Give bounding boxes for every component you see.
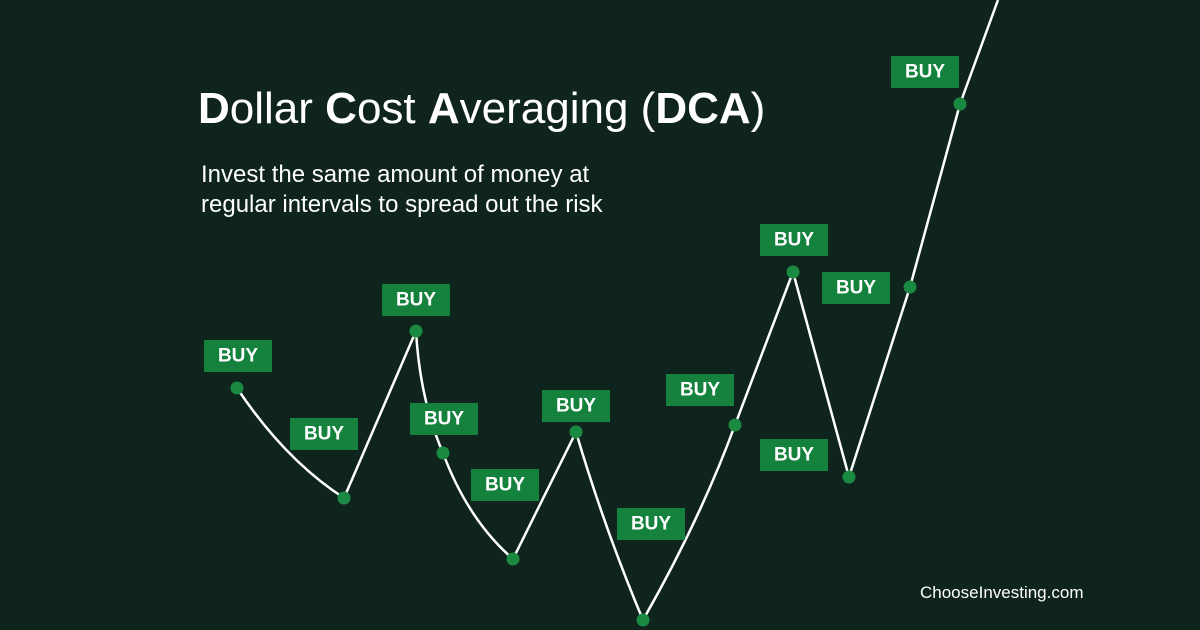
title-part: ) (751, 84, 766, 133)
buy-point (337, 491, 351, 505)
buy-point (409, 324, 423, 338)
buy-label: BUY (774, 445, 814, 466)
buy-point (636, 613, 650, 627)
buy-label: BUY (218, 346, 258, 367)
buy-box (542, 390, 610, 422)
buy-box (891, 56, 959, 88)
buy-point (436, 446, 450, 460)
buy-box (204, 340, 272, 372)
buy-point (786, 265, 800, 279)
buy-point (728, 418, 742, 432)
title-part: DCA (655, 84, 750, 133)
buy-label: BUY (424, 409, 464, 430)
buy-label: BUY (774, 230, 814, 251)
buy-label: BUY (304, 424, 344, 445)
title-part: A (428, 84, 460, 133)
title-part: ost (357, 84, 428, 133)
buy-points (230, 97, 967, 627)
buy-box (471, 469, 539, 501)
buy-box (410, 403, 478, 435)
buy-label: BUY (836, 278, 876, 299)
buy-box (760, 224, 828, 256)
buy-point (230, 381, 244, 395)
site-name: ChooseInvesting.com (920, 583, 1083, 602)
buy-label: BUY (905, 62, 945, 83)
buy-point (506, 552, 520, 566)
buy-box (666, 374, 734, 406)
buy-label: BUY (556, 396, 596, 417)
buy-box (822, 272, 890, 304)
title-part: ollar (230, 84, 325, 133)
buy-label: BUY (680, 380, 720, 401)
buy-label: BUY (485, 475, 525, 496)
buy-point (903, 280, 917, 294)
buy-point (953, 97, 967, 111)
subtitle-line: Invest the same amount of money at (201, 161, 590, 188)
subtitle-line: regular intervals to spread out the risk (201, 191, 604, 218)
buy-box (382, 284, 450, 316)
buy-box (617, 508, 685, 540)
title-part: C (325, 84, 357, 133)
title-part: veraging ( (460, 84, 656, 133)
buy-box (290, 418, 358, 450)
buy-label: BUY (396, 290, 436, 311)
buy-point (569, 425, 583, 439)
buy-label: BUY (631, 514, 671, 535)
buy-box (760, 439, 828, 471)
title-part: D (198, 84, 230, 133)
title: Dollar Cost Averaging (DCA) (198, 84, 765, 133)
buy-labels: BUY BUY BUY BUY BUY BUY BUY BUY BUY BUY … (204, 56, 959, 540)
buy-point (842, 470, 856, 484)
